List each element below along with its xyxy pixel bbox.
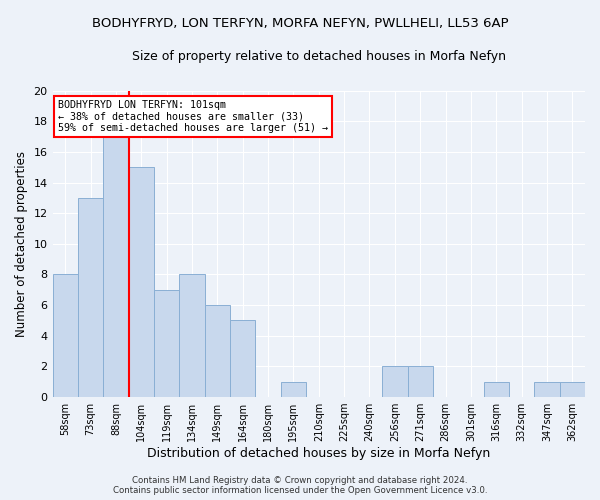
Bar [53, 274, 78, 397]
Bar [154, 290, 179, 397]
Bar [407, 366, 433, 397]
Bar [281, 382, 306, 397]
Bar [534, 382, 560, 397]
Bar [128, 167, 154, 397]
Bar [484, 382, 509, 397]
Text: BODHYFRYD, LON TERFYN, MORFA NEFYN, PWLLHELI, LL53 6AP: BODHYFRYD, LON TERFYN, MORFA NEFYN, PWLL… [92, 18, 508, 30]
Bar [382, 366, 407, 397]
Bar [560, 382, 585, 397]
Bar [230, 320, 256, 397]
Text: BODHYFRYD LON TERFYN: 101sqm
← 38% of detached houses are smaller (33)
59% of se: BODHYFRYD LON TERFYN: 101sqm ← 38% of de… [58, 100, 328, 133]
Y-axis label: Number of detached properties: Number of detached properties [15, 151, 28, 337]
Bar [205, 305, 230, 397]
Title: Size of property relative to detached houses in Morfa Nefyn: Size of property relative to detached ho… [132, 50, 506, 63]
Text: Contains HM Land Registry data © Crown copyright and database right 2024.
Contai: Contains HM Land Registry data © Crown c… [113, 476, 487, 495]
Bar [103, 136, 128, 397]
Bar [78, 198, 103, 397]
X-axis label: Distribution of detached houses by size in Morfa Nefyn: Distribution of detached houses by size … [147, 447, 490, 460]
Bar [179, 274, 205, 397]
